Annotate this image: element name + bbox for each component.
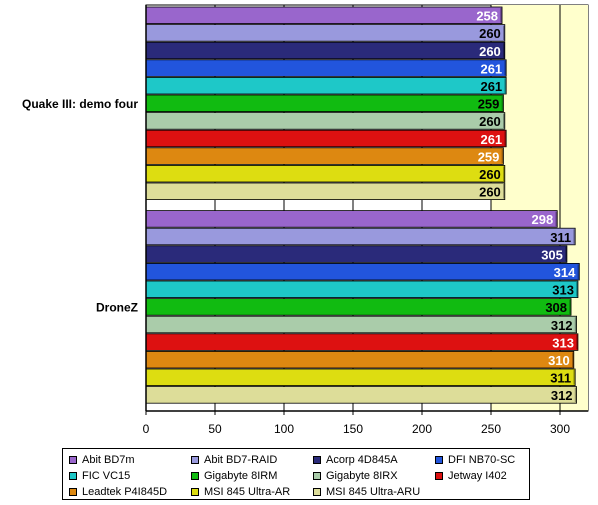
bar-value-label: 312 xyxy=(551,388,573,403)
bar-abit-bd7m-1 xyxy=(145,210,558,228)
bar-value-label: 260 xyxy=(479,167,501,182)
legend-swatch xyxy=(69,456,77,464)
legend-swatch xyxy=(69,472,77,480)
legend-item: Leadtek P4I845D xyxy=(69,484,167,500)
bar-abit-bd7-raid-1 xyxy=(145,227,576,246)
legend-item: FIC VC15 xyxy=(69,468,130,484)
legend-label: Abit BD7m xyxy=(82,454,135,466)
bar-value-label: 259 xyxy=(478,149,500,164)
bar-value-label: 298 xyxy=(532,212,554,227)
x-tick-label: 300 xyxy=(550,422,570,436)
y-axis-category-labels: Quake III: demo four DroneZ xyxy=(22,97,138,315)
x-tick-label: 250 xyxy=(481,422,501,436)
legend-grid: Abit BD7m Abit BD7-RAID Acorp 4D845A DFI NB… xyxy=(69,452,529,500)
legend-swatch xyxy=(191,488,199,496)
legend: Abit BD7m Abit BD7-RAID Acorp 4D845A DFI NB… xyxy=(62,448,530,500)
legend-item: MSI 845 Ultra-AR xyxy=(191,484,290,500)
bar-value-label: 305 xyxy=(541,247,563,262)
legend-swatch xyxy=(191,456,199,464)
x-tick-label: 150 xyxy=(343,422,363,436)
bar-fic-vc15-0 xyxy=(145,77,507,95)
legend-label: MSI 845 Ultra-AR xyxy=(204,486,291,498)
bar-gigabyte-8irm-0 xyxy=(145,94,504,113)
bar-dfi-nb70-sc-1 xyxy=(145,262,580,281)
bar-value-label: 260 xyxy=(479,114,501,129)
legend-item: Abit BD7-RAID xyxy=(191,452,277,468)
legend-item: Gigabyte 8IRX xyxy=(313,468,398,484)
legend-item: Abit BD7m xyxy=(69,452,135,468)
x-axis-ticks: 0 50 100 150 200 250 300 xyxy=(143,411,570,436)
legend-label: Jetway I402 xyxy=(448,470,507,482)
axes xyxy=(145,5,588,412)
bar-value-label: 261 xyxy=(480,132,502,147)
bar-value-label: 261 xyxy=(480,79,502,94)
bar-leadtek-p4i845d-1 xyxy=(145,350,575,369)
legend-label: Acorp 4D845A xyxy=(326,454,398,466)
bar-value-label: 311 xyxy=(550,230,571,245)
bar-abit-bd7-raid-0 xyxy=(145,24,506,42)
bar-value-label: 260 xyxy=(479,185,501,200)
legend-swatch xyxy=(69,488,77,496)
bar-gigabyte-8irm-1 xyxy=(145,298,572,316)
y-category-label: Quake III: demo four xyxy=(22,97,138,111)
bar-acorp-4d845a-1 xyxy=(145,245,568,263)
bar-msi-845-ultra-ar-1 xyxy=(145,368,576,387)
legend-label: Abit BD7-RAID xyxy=(204,454,278,466)
bar-msi-845-ultra-aru-0 xyxy=(145,182,506,201)
bar-msi-845-ultra-ar-0 xyxy=(145,164,506,183)
bars: 258 260 260 261 261 259 260 261 259 260 260 298 311 3… xyxy=(145,6,580,404)
bar-jetway-i402-0 xyxy=(145,129,507,148)
legend-label: Gigabyte 8IRX xyxy=(326,470,398,482)
legend-item: DFI NB70-SC xyxy=(435,452,515,468)
bar-value-label: 260 xyxy=(479,44,501,59)
bar-value-label: 260 xyxy=(479,26,501,41)
bar-abit-bd7m-0 xyxy=(145,6,503,25)
bar-value-label: 258 xyxy=(476,9,498,24)
x-tick-label: 200 xyxy=(412,422,432,436)
legend-item: Jetway I402 xyxy=(435,468,507,484)
legend-item: Gigabyte 8IRM xyxy=(191,468,277,484)
y-category-label: DroneZ xyxy=(96,300,138,314)
bar-jetway-i402-1 xyxy=(145,333,579,351)
legend-swatch xyxy=(435,472,443,480)
legend-label: Gigabyte 8IRM xyxy=(204,470,278,482)
bar-gigabyte-8irx-0 xyxy=(145,112,506,130)
x-tick-label: 0 xyxy=(143,422,150,436)
legend-label: MSI 845 Ultra-ARU xyxy=(326,486,421,498)
legend-label: DFI NB70-SC xyxy=(448,454,516,466)
legend-swatch xyxy=(191,472,199,480)
bar-dfi-nb70-sc-0 xyxy=(145,59,507,77)
bar-value-label: 312 xyxy=(551,318,573,333)
legend-swatch xyxy=(313,488,321,496)
legend-label: FIC VC15 xyxy=(82,470,131,482)
bar-gigabyte-8irx-1 xyxy=(145,315,577,334)
legend-swatch xyxy=(313,472,321,480)
bar-leadtek-p4i845d-0 xyxy=(145,147,504,165)
bar-value-label: 259 xyxy=(478,97,500,112)
x-tick-label: 50 xyxy=(208,422,222,436)
bar-msi-845-ultra-aru-1 xyxy=(145,386,577,404)
x-tick-label: 100 xyxy=(274,422,294,436)
bar-value-label: 313 xyxy=(552,283,574,298)
bar-value-label: 311 xyxy=(550,371,571,386)
legend-swatch xyxy=(313,456,321,464)
bar-fic-vc15-1 xyxy=(145,280,579,299)
bar-value-label: 310 xyxy=(548,353,570,368)
bar-value-label: 261 xyxy=(480,61,502,76)
legend-label: Leadtek P4I845D xyxy=(82,486,168,498)
bar-value-label: 313 xyxy=(552,335,574,350)
legend-item: MSI 845 Ultra-ARU xyxy=(313,484,420,500)
legend-swatch xyxy=(435,456,443,464)
bar-acorp-4d845a-0 xyxy=(145,41,506,60)
bar-value-label: 308 xyxy=(545,300,567,315)
legend-item: Acorp 4D845A xyxy=(313,452,398,468)
bar-value-label: 314 xyxy=(554,265,576,280)
